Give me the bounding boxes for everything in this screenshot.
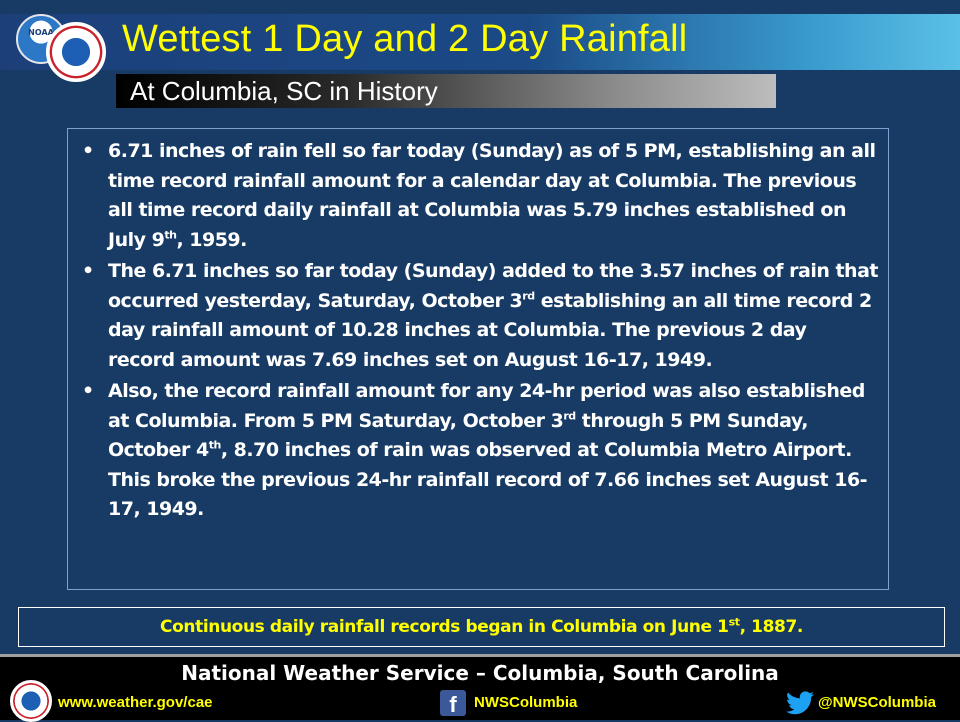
bullet-text: establishing an all time record 2 day ra… [108,289,872,371]
noaa-logo-text: NOAA [28,28,54,37]
record-bullet: • 6.71 inches of rain fell so far today (… [78,137,878,255]
nws-logo [46,22,106,82]
website-link[interactable]: www.weather.gov/cae [58,694,213,711]
note-text-start: Continuous daily rainfall records began … [160,617,729,637]
bullet-superscript: th [208,438,222,452]
page-title: Wettest 1 Day and 2 Day Rainfall [122,18,688,60]
footer: National Weather Service – Columbia, Sou… [0,657,960,720]
page-subtitle: At Columbia, SC in History [130,76,438,106]
bullet-text: , 1959. [176,228,247,251]
bullet-text: through 5 PM Sunday, October 4 [108,409,809,462]
record-bullet: • Also, the record rainfall amount for an… [78,377,878,525]
bullet-text: The 6.71 inches so far today (Sunday) ad… [108,260,879,312]
subtitle-bar [116,74,776,108]
bullet-superscript: rd [522,289,535,303]
note-text-end: , 1887. [739,617,804,637]
record-bullet: • The 6.71 inches so far today (Sunday) a… [78,257,879,375]
twitter-icon[interactable] [786,691,814,715]
footer-title: National Weather Service – Columbia, Sou… [181,661,779,685]
bullet-text: , 8.70 inches of rain was observed at Co… [108,439,868,520]
note-box: Continuous daily rainfall records began … [18,607,945,647]
nws-footer-logo [10,680,52,722]
bullet-superscript: th [164,228,177,242]
twitter-link[interactable]: @NWSColumbia [818,694,936,711]
bullet-superscript: rd [563,409,576,423]
records-list: • 6.71 inches of rain fell so far today (… [68,129,888,525]
bullet-text: Also, the record rainfall amount for any… [108,380,865,432]
bullet-dot-icon: • [82,380,94,402]
title-bar [0,14,960,70]
facebook-icon[interactable]: f [440,690,466,717]
footer-divider [0,654,960,657]
bullet-text: 6.71 inches of rain fell so far today (S… [108,140,876,251]
bullet-dot-icon: • [82,140,94,162]
records-box: • 6.71 inches of rain fell so far today (… [67,128,889,590]
facebook-link[interactable]: NWSColumbia [474,694,578,711]
bullet-dot-icon: • [82,260,94,282]
note-text-sup: st [728,615,740,629]
